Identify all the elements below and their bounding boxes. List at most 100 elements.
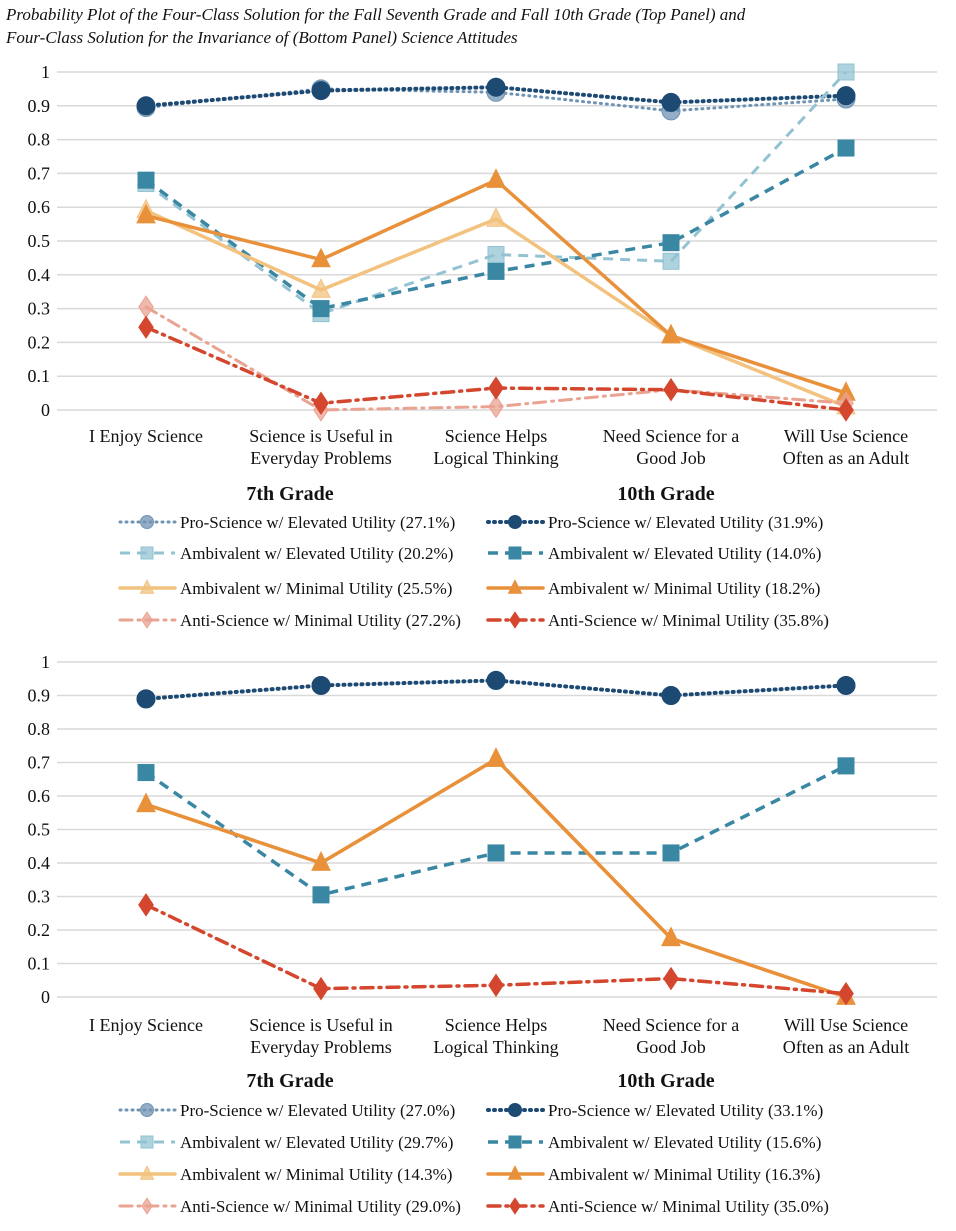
legend-entry: Ambivalent w/ Elevated Utility (15.6%): [488, 1133, 821, 1152]
data-point-circle: [486, 77, 506, 97]
legend-marker-diamond-icon: [141, 1197, 153, 1215]
legend-label: Pro-Science w/ Elevated Utility (31.9%): [548, 513, 823, 532]
x-category-label: Will Use Science: [784, 426, 908, 446]
data-point-square: [662, 234, 680, 252]
legend-marker-square-icon: [508, 546, 522, 560]
legend-label: Ambivalent w/ Elevated Utility (14.0%): [548, 544, 821, 563]
data-point-square: [662, 252, 680, 270]
x-category-label: I Enjoy Science: [89, 426, 203, 446]
legend-entry: Ambivalent w/ Minimal Utility (14.3%): [118, 1165, 452, 1184]
data-point-square: [312, 300, 330, 318]
x-category-label: Science is Useful in: [249, 426, 392, 446]
y-tick-label: 0.3: [28, 887, 51, 907]
legend-label: Anti-Science w/ Minimal Utility (35.8%): [548, 611, 829, 630]
legend-marker-triangle-icon: [507, 1165, 523, 1180]
series-10th-triangle: [136, 747, 856, 1005]
data-point-circle: [661, 686, 681, 705]
series-10th-square: [137, 139, 855, 318]
legend-entry: Pro-Science w/ Elevated Utility (33.1%): [486, 1101, 823, 1120]
data-point-triangle: [311, 247, 331, 268]
series-line: [145, 764, 847, 897]
legend-entry: Anti-Science w/ Minimal Utility (27.2%): [118, 611, 461, 630]
y-tick-label: 1: [41, 62, 50, 82]
x-category-label: Often as an Adult: [783, 1037, 909, 1057]
data-point-circle: [836, 86, 856, 106]
data-point-square: [312, 886, 330, 904]
data-point-square: [487, 844, 505, 862]
legend-marker-diamond-icon: [509, 611, 521, 629]
data-point-diamond: [138, 295, 154, 319]
legend-marker-triangle-icon: [139, 1165, 155, 1180]
legend-label: Ambivalent w/ Minimal Utility (16.3%): [548, 1165, 820, 1184]
legend-label: Ambivalent w/ Minimal Utility (18.2%): [548, 579, 820, 598]
group-label-10th-grade: 10th Grade: [617, 1070, 714, 1092]
series-10th-square: [137, 757, 855, 904]
legend-marker-triangle-icon: [507, 579, 523, 594]
x-category-label: Logical Thinking: [433, 1037, 558, 1057]
data-point-diamond: [488, 394, 504, 419]
data-point-triangle: [661, 926, 681, 947]
x-category-label: Good Job: [636, 448, 706, 468]
data-point-square: [662, 844, 680, 862]
x-category-label: Good Job: [636, 1037, 706, 1057]
legend-label: Ambivalent w/ Elevated Utility (20.2%): [180, 544, 453, 563]
data-point-triangle: [136, 203, 156, 224]
data-point-diamond: [313, 391, 329, 415]
legend-marker-square-icon: [508, 1135, 522, 1149]
y-tick-label: 0: [41, 400, 50, 420]
data-point-circle: [836, 675, 856, 695]
x-category-label: Everyday Problems: [250, 1037, 391, 1057]
panel-bottom: 0 0.1 0.2 0.3 0.4 0.5 0.6 0.7 0.8 0.9 1 I Enjoy Sci…: [28, 652, 937, 1216]
data-point-circle: [311, 81, 331, 101]
legend-label: Anti-Science w/ Minimal Utility (35.0%): [548, 1197, 829, 1216]
series-line: [144, 305, 848, 412]
panel-top: 0 0.1 0.2 0.3 0.4 0.5 0.6 0.7 0.8 0.9 1 I Enjoy Sci…: [28, 62, 937, 630]
series-line: [145, 70, 848, 316]
data-point-square: [837, 63, 855, 81]
data-point-triangle: [661, 323, 681, 344]
y-tick-label: 0.4: [28, 265, 51, 285]
data-point-triangle: [136, 792, 156, 813]
y-tick-label: 0.2: [28, 332, 51, 352]
y-tick-label: 1: [41, 652, 50, 672]
x-category-label: I Enjoy Science: [89, 1015, 203, 1035]
legend-marker-circle-icon: [140, 515, 154, 529]
legend-entry: Ambivalent w/ Elevated Utility (29.7%): [120, 1133, 453, 1152]
legend-entry: Pro-Science w/ Elevated Utility (31.9%): [486, 513, 823, 532]
series-10th-triangle: [136, 168, 856, 401]
y-tick-label: 0.6: [28, 786, 51, 806]
legend-marker-circle-icon: [508, 1103, 522, 1117]
legend-label: Anti-Science w/ Minimal Utility (29.0%): [180, 1197, 461, 1216]
data-point-triangle: [311, 278, 331, 298]
data-point-diamond: [138, 893, 154, 917]
x-category-label: Need Science for a: [603, 1015, 739, 1035]
legend-label: Ambivalent w/ Elevated Utility (29.7%): [180, 1133, 453, 1152]
series-line: [144, 756, 848, 999]
legend-label: Pro-Science w/ Elevated Utility (27.0%): [180, 1101, 455, 1120]
y-tick-label: 0.7: [28, 163, 51, 183]
data-point-circle: [136, 689, 156, 709]
series-7th-square: [137, 63, 855, 323]
x-category-label: Logical Thinking: [433, 448, 558, 468]
legend-marker-triangle-icon: [139, 579, 155, 594]
y-tick-label: 0.8: [28, 130, 51, 150]
y-tick-label: 0: [41, 987, 50, 1007]
data-point-diamond: [838, 398, 854, 422]
data-point-square: [837, 757, 855, 775]
legend-marker-diamond-icon: [509, 1197, 521, 1215]
data-point-square: [487, 246, 505, 264]
group-label-10th-grade: 10th Grade: [617, 483, 714, 505]
y-tick-label: 0.3: [28, 299, 51, 319]
y-tick-label: 0.9: [28, 686, 51, 706]
legend-marker-square-icon: [140, 546, 154, 560]
legend-marker-circle-icon: [140, 1103, 154, 1117]
legend-marker-circle-icon: [508, 515, 522, 529]
y-tick-label: 0.8: [28, 719, 51, 739]
data-point-triangle: [311, 851, 331, 871]
legend-entry: Anti-Science w/ Minimal Utility (35.8%): [486, 611, 829, 630]
series-7th-square: [137, 757, 855, 904]
x-category-label: Science Helps: [445, 1015, 547, 1035]
data-point-diamond: [313, 976, 329, 1001]
x-category-label: Need Science for a: [603, 426, 739, 446]
